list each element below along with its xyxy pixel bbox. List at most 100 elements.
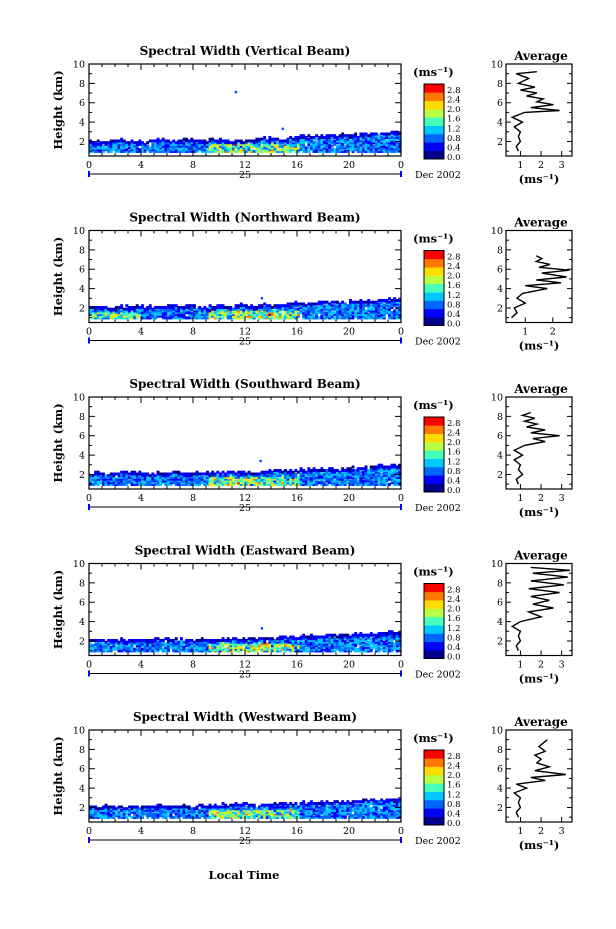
colorbar-segment xyxy=(424,608,444,618)
colorbar-segment xyxy=(424,591,444,601)
average-frame xyxy=(505,63,573,157)
date-label: Dec 2002 xyxy=(415,337,461,348)
average-y-tick: 8 xyxy=(497,245,503,256)
date-label: Dec 2002 xyxy=(415,503,461,514)
average-title: Average xyxy=(513,715,568,729)
x-tick-label: 20 xyxy=(343,160,355,171)
colorbar-unit: (ms⁻¹) xyxy=(413,232,454,246)
average-x-tick: 2 xyxy=(538,826,544,837)
colorbar-tick: 0.4 xyxy=(447,643,461,653)
x-tick-label: 16 xyxy=(291,327,303,338)
y-tick-label: 8 xyxy=(79,245,85,256)
colorbar-tick: 2.4 xyxy=(447,762,461,772)
average-y-tick: 10 xyxy=(491,60,503,71)
colorbar-segment xyxy=(424,616,444,626)
average-x-tick: 1 xyxy=(517,660,523,671)
average-x-tick: 2 xyxy=(538,660,544,671)
colorbar-segment xyxy=(424,766,444,776)
average-y-tick: 6 xyxy=(497,764,503,775)
colorbar-tick: 2.8 xyxy=(447,752,461,762)
x-tick-label: 12 xyxy=(239,826,251,837)
colorbar-segment xyxy=(424,417,444,426)
y-tick-label: 6 xyxy=(79,598,85,609)
colorbar-segment xyxy=(424,258,444,268)
x-tick-label: 20 xyxy=(343,826,355,837)
y-tick-label: 8 xyxy=(79,578,85,589)
average-x-tick: 1 xyxy=(517,826,523,837)
y-tick-label: 10 xyxy=(73,726,85,737)
colorbar-tick: 2.8 xyxy=(447,419,461,429)
colorbar-segment xyxy=(424,117,444,126)
colorbar-tick: 0.0 xyxy=(447,819,461,829)
heatmap xyxy=(89,630,401,653)
colorbar-segment xyxy=(424,783,444,792)
colorbar-unit: (ms⁻¹) xyxy=(413,65,454,79)
average-y-tick: 10 xyxy=(491,726,503,737)
y-tick-label: 2 xyxy=(79,137,85,148)
colorbar-segment xyxy=(424,425,444,434)
average-profile xyxy=(510,566,570,651)
colorbar-segment xyxy=(424,433,444,443)
colorbar-tick: 1.6 xyxy=(447,115,461,125)
average-profile xyxy=(511,255,570,319)
y-tick-label: 8 xyxy=(79,412,85,423)
average-y-tick: 4 xyxy=(497,784,503,795)
x-tick-label: 4 xyxy=(138,660,144,671)
colorbar-tick: 0.8 xyxy=(447,134,461,144)
average-y-tick: 2 xyxy=(497,137,503,148)
panel-title: Spectral Width (Eastward Beam) xyxy=(135,544,356,558)
x-tick-label: 0 xyxy=(86,493,92,504)
average-x-tick: 3 xyxy=(559,160,565,171)
colorbar-tick: 0.4 xyxy=(447,809,461,819)
y-tick-label: 10 xyxy=(73,559,85,570)
average-y-tick: 4 xyxy=(497,118,503,129)
average-x-tick: 1 xyxy=(517,160,523,171)
x-tick-label: 0 xyxy=(86,160,92,171)
colorbar-segment xyxy=(424,134,444,143)
colorbar-segment xyxy=(424,317,444,326)
scatter-point xyxy=(260,297,264,300)
colorbar-tick: 2.0 xyxy=(447,105,461,115)
colorbar-segment xyxy=(424,600,444,609)
average-title: Average xyxy=(513,549,568,563)
colorbar-tick: 0.8 xyxy=(447,633,461,643)
colorbar-segment xyxy=(424,292,444,301)
colorbar-segment xyxy=(424,109,444,118)
average-x-tick: 3 xyxy=(559,660,565,671)
y-tick-label: 6 xyxy=(79,265,85,276)
colorbar-segment xyxy=(424,467,444,476)
x-tick-label: 16 xyxy=(291,660,303,671)
colorbar-tick: 0.8 xyxy=(447,800,461,810)
colorbar-unit: (ms⁻¹) xyxy=(413,398,454,412)
colorbar-tick: 0.0 xyxy=(447,653,461,663)
colorbar-tick: 1.6 xyxy=(447,614,461,624)
y-tick-label: 6 xyxy=(79,431,85,442)
average-y-tick: 2 xyxy=(497,803,503,814)
colorbar-segment xyxy=(424,475,444,484)
average-x-tick: 2 xyxy=(538,160,544,171)
x-tick-label: 0 xyxy=(398,327,404,338)
colorbar-segment xyxy=(424,800,444,809)
x-tick-label: 4 xyxy=(138,160,144,171)
colorbar-tick: 0.4 xyxy=(447,143,461,153)
x-tick-label: 8 xyxy=(190,660,196,671)
x-tick-label: 12 xyxy=(239,660,251,671)
average-y-tick: 4 xyxy=(497,617,503,628)
colorbar-segment xyxy=(424,641,444,651)
average-title: Average xyxy=(513,49,568,63)
average-x-label: (ms⁻¹) xyxy=(519,505,560,519)
average-y-tick: 8 xyxy=(497,412,503,423)
x-tick-label: 0 xyxy=(398,826,404,837)
average-x-tick: 2 xyxy=(538,493,544,504)
average-x-tick: 3 xyxy=(559,826,565,837)
colorbar-tick: 2.8 xyxy=(447,86,461,96)
panel-3: Spectral Width (Eastward Beam)0 4 8 12 16 20 0… xyxy=(51,544,573,686)
colorbar-tick: 2.8 xyxy=(447,253,461,263)
y-tick-label: 2 xyxy=(79,636,85,647)
average-y-tick: 2 xyxy=(497,303,503,314)
x-tick-label: 20 xyxy=(343,327,355,338)
scatter-point xyxy=(260,627,264,630)
colorbar-tick: 0.0 xyxy=(447,153,461,163)
y-axis-label: Height (km) xyxy=(51,70,65,149)
